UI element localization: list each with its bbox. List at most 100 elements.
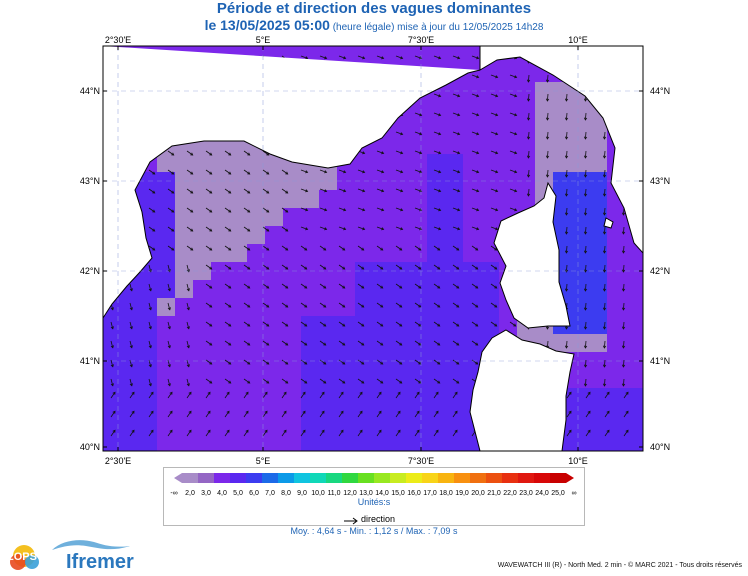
period-cell bbox=[607, 406, 626, 425]
period-cell bbox=[499, 118, 518, 137]
coastlines bbox=[103, 46, 643, 451]
period-cell bbox=[229, 442, 248, 451]
direction-arrow bbox=[281, 391, 287, 399]
colorbar-swatch bbox=[502, 473, 518, 483]
period-cell bbox=[409, 442, 428, 451]
period-cell bbox=[607, 280, 626, 299]
direction-arrow bbox=[602, 150, 607, 159]
period-cell bbox=[445, 46, 464, 65]
period-cell bbox=[445, 334, 464, 353]
direction-arrow bbox=[224, 429, 230, 437]
direction-arrow bbox=[110, 391, 116, 399]
direction-arrow bbox=[433, 429, 439, 437]
period-cell bbox=[427, 316, 446, 335]
direction-arrow bbox=[452, 245, 460, 251]
direction-arrow bbox=[357, 169, 366, 174]
period-cell bbox=[463, 208, 482, 227]
direction-arrow bbox=[357, 391, 363, 399]
period-cell bbox=[247, 316, 266, 335]
period-cell bbox=[175, 334, 194, 353]
lon-label-2-30-bottom: 2°30'E bbox=[105, 456, 131, 466]
period-cell bbox=[427, 406, 446, 425]
stats-line: Moy. : 4,64 s - Min. : 1,12 s / Max. : 7… bbox=[290, 526, 458, 536]
period-cell bbox=[211, 190, 230, 209]
direction-arrow bbox=[490, 112, 499, 117]
period-cell bbox=[103, 424, 122, 443]
period-cell bbox=[193, 190, 212, 209]
period-cell bbox=[391, 208, 410, 227]
direction-arrow bbox=[376, 391, 382, 399]
colorbar-tick-label: 9,0 bbox=[297, 490, 307, 497]
direction-arrow bbox=[357, 359, 365, 365]
period-cell bbox=[571, 136, 590, 155]
direction-arrow bbox=[357, 321, 365, 327]
direction-arrow bbox=[281, 340, 289, 346]
period-cell bbox=[265, 208, 284, 227]
period-cell bbox=[589, 154, 608, 173]
direction-arrow bbox=[300, 188, 309, 193]
direction-arrow bbox=[205, 391, 211, 399]
period-cell bbox=[607, 334, 626, 353]
period-cell bbox=[571, 316, 590, 335]
period-cell bbox=[391, 154, 410, 173]
direction-arrow bbox=[300, 169, 309, 174]
colorbar-swatch bbox=[198, 473, 214, 483]
direction-arrow bbox=[167, 283, 171, 292]
colorbar-swatch bbox=[550, 473, 566, 483]
period-cell bbox=[283, 316, 302, 335]
colorbar bbox=[174, 473, 574, 483]
period-cell bbox=[283, 226, 302, 245]
period-cell bbox=[139, 442, 158, 451]
direction-arrow bbox=[414, 410, 420, 418]
direction-arrow bbox=[395, 245, 403, 251]
period-cell bbox=[427, 442, 446, 451]
direction-arrow bbox=[167, 302, 171, 311]
direction-arrow bbox=[262, 207, 270, 213]
direction-arrow bbox=[621, 359, 626, 368]
colorbar-swatch bbox=[214, 473, 230, 483]
colorbar-swatch bbox=[262, 473, 278, 483]
period-cell bbox=[229, 280, 248, 299]
colorbar-tick-label: 6,0 bbox=[249, 490, 259, 497]
period-cell bbox=[553, 334, 572, 353]
lat-label-43: 43°N bbox=[80, 176, 100, 186]
direction-arrow bbox=[243, 378, 251, 384]
direction-arrow bbox=[526, 131, 531, 140]
period-cell bbox=[571, 190, 590, 209]
direction-arrow bbox=[186, 169, 194, 175]
direction-arrow bbox=[376, 226, 385, 231]
direction-arrow bbox=[357, 55, 366, 60]
direction-arrow bbox=[433, 283, 441, 289]
direction-arrow bbox=[583, 264, 588, 273]
map-subtitle: le 13/05/2025 05:00 (heure légale) mise … bbox=[0, 17, 748, 33]
colorbar-tick-label: 19,0 bbox=[455, 490, 469, 497]
direction-arrow bbox=[602, 340, 607, 349]
period-cell bbox=[337, 424, 356, 443]
direction-arrow bbox=[338, 245, 346, 251]
direction-arrow bbox=[167, 321, 171, 330]
period-cell bbox=[157, 154, 176, 173]
period-cell bbox=[409, 46, 428, 65]
period-cell bbox=[427, 100, 446, 119]
period-cell bbox=[445, 226, 464, 245]
direction-arrow bbox=[509, 207, 518, 212]
lat-labels-left: 44°N 43°N 42°N 41°N 40°N bbox=[80, 86, 100, 452]
period-cell bbox=[625, 388, 643, 407]
direction-arrow bbox=[414, 283, 422, 289]
period-cell bbox=[265, 190, 284, 209]
direction-arrow bbox=[262, 169, 270, 175]
direction-arrow bbox=[526, 93, 531, 102]
colorbar-swatch bbox=[358, 473, 374, 483]
period-cell bbox=[355, 316, 374, 335]
colorbar-swatch bbox=[278, 473, 294, 483]
direction-arrow bbox=[471, 150, 480, 155]
direction-arrow bbox=[471, 131, 480, 136]
period-cell bbox=[193, 226, 212, 245]
colorbar-tick-label: 24,0 bbox=[535, 490, 549, 497]
direction-arrow bbox=[509, 150, 518, 155]
direction-arrow bbox=[357, 410, 363, 418]
direction-arrow bbox=[319, 391, 325, 399]
colorbar-tick-label: 10,0 bbox=[311, 490, 325, 497]
period-cell bbox=[481, 100, 500, 119]
